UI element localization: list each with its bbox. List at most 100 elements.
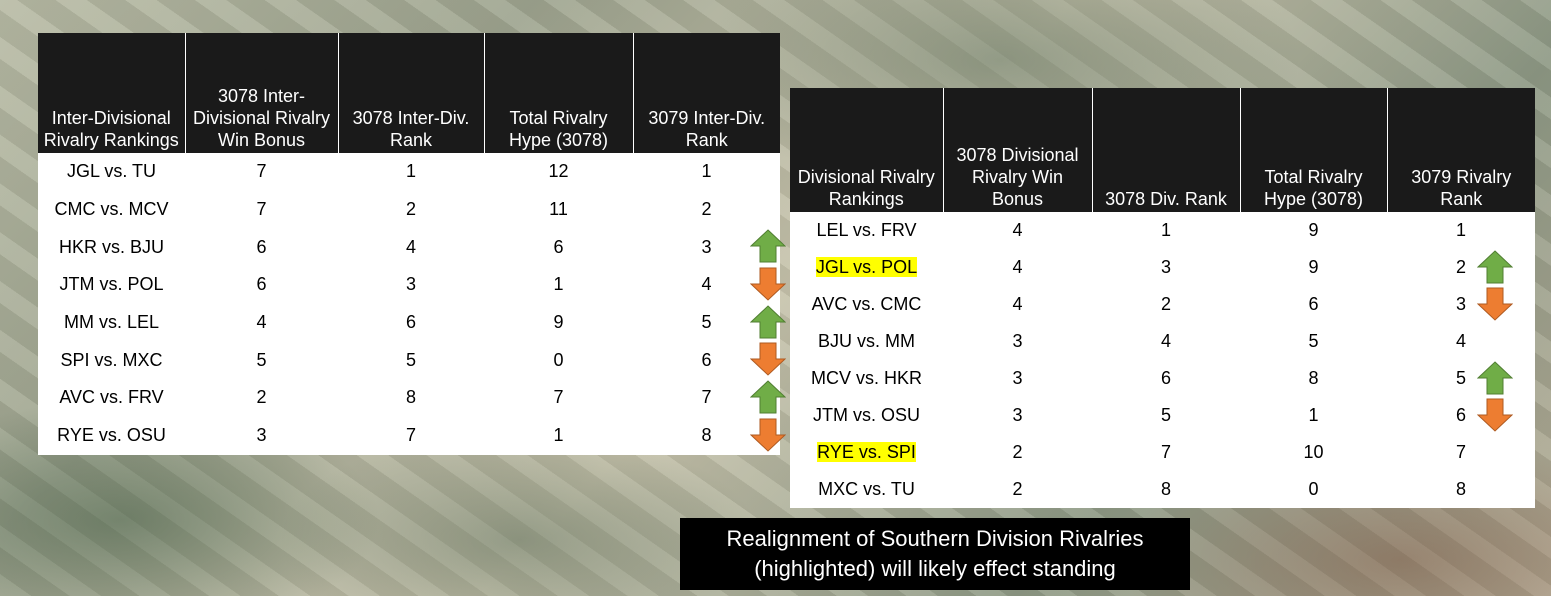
table-cell: AVC vs. FRV: [38, 379, 185, 417]
highlighted-text: RYE vs. SPI: [817, 442, 916, 462]
table-cell: 2: [185, 379, 338, 417]
table-cell: JTM vs. POL: [38, 266, 185, 304]
table-cell: 4: [185, 304, 338, 342]
header-cell: Total Rivalry Hype (3078): [484, 33, 633, 153]
table-cell: 4: [943, 212, 1092, 249]
header-cell: 3078 Inter-Divisional Rivalry Win Bonus: [185, 33, 338, 153]
table-cell: JGL vs. TU: [38, 153, 185, 191]
header-cell: 3079 Rivalry Rank: [1387, 88, 1535, 212]
down-arrow: [750, 342, 786, 376]
table-cell: JTM vs. OSU: [790, 397, 943, 434]
table-cell: 4: [338, 228, 484, 266]
table-cell: 6: [185, 228, 338, 266]
table-cell: 1: [338, 153, 484, 191]
table-cell: 6: [1240, 286, 1387, 323]
table-cell: 8: [338, 379, 484, 417]
table-cell: 6: [185, 266, 338, 304]
slide: Realignment of Southern Division Rivalri…: [0, 0, 1551, 596]
table-cell: 5: [1387, 360, 1535, 397]
up-arrow: [1477, 361, 1513, 395]
highlighted-text: JGL vs. POL: [816, 257, 917, 277]
table-cell: 1: [1240, 397, 1387, 434]
table-cell: 4: [943, 286, 1092, 323]
table-cell: 1: [1387, 212, 1535, 249]
header-cell: 3078 Inter-Div. Rank: [338, 33, 484, 153]
caption: Realignment of Southern Division Rivalri…: [680, 518, 1190, 590]
table-cell: 3: [1092, 249, 1240, 286]
table-cell: 6: [1092, 360, 1240, 397]
table-cell: 0: [1240, 471, 1387, 508]
table-cell: 3: [633, 228, 780, 266]
table-cell: 7: [1387, 434, 1535, 471]
table-cell: 3: [185, 417, 338, 455]
header-cell: 3079 Inter-Div. Rank: [633, 33, 780, 153]
table-cell: 2: [943, 471, 1092, 508]
table-cell: 5: [185, 341, 338, 379]
table-cell: RYE vs. SPI: [790, 434, 943, 471]
header-cell: Divisional Rivalry Rankings: [790, 88, 943, 212]
table-cell: AVC vs. CMC: [790, 286, 943, 323]
up-arrow: [750, 229, 786, 263]
table-cell: 5: [1240, 323, 1387, 360]
table-cell: 10: [1240, 434, 1387, 471]
table-cell: 4: [1092, 323, 1240, 360]
table-cell: MXC vs. TU: [790, 471, 943, 508]
table-cell: CMC vs. MCV: [38, 191, 185, 229]
table-cell: 9: [1240, 212, 1387, 249]
table-cell: 8: [633, 417, 780, 455]
table-cell: 8: [1240, 360, 1387, 397]
down-arrow: [1477, 287, 1513, 321]
table-cell: 3: [943, 323, 1092, 360]
table-cell: 9: [1240, 249, 1387, 286]
up-arrow: [750, 305, 786, 339]
table-cell: 7: [484, 379, 633, 417]
header-cell: 3078 Divisional Rivalry Win Bonus: [943, 88, 1092, 212]
up-arrow: [1477, 250, 1513, 284]
header-cell: 3078 Div. Rank: [1092, 88, 1240, 212]
table-cell: 3: [943, 360, 1092, 397]
table-cell: 2: [1092, 286, 1240, 323]
table-cell: 3: [1387, 286, 1535, 323]
table-cell: 7: [185, 153, 338, 191]
table-cell: 7: [1092, 434, 1240, 471]
table-cell: 1: [1092, 212, 1240, 249]
table-cell: SPI vs. MXC: [38, 341, 185, 379]
table-cell: 2: [338, 191, 484, 229]
table-cell: 7: [185, 191, 338, 229]
down-arrow: [750, 418, 786, 452]
table-cell: 3: [338, 266, 484, 304]
table-cell: 4: [943, 249, 1092, 286]
table-cell: 12: [484, 153, 633, 191]
table-cell: JGL vs. POL: [790, 249, 943, 286]
table-cell: 9: [484, 304, 633, 342]
up-arrow: [750, 380, 786, 414]
table-cell: 1: [484, 266, 633, 304]
table-cell: 4: [1387, 323, 1535, 360]
table-cell: 6: [1387, 397, 1535, 434]
header-cell: Total Rivalry Hype (3078): [1240, 88, 1387, 212]
table-cell: RYE vs. OSU: [38, 417, 185, 455]
table-cell: 3: [943, 397, 1092, 434]
table-cell: 6: [484, 228, 633, 266]
table-cell: 5: [633, 304, 780, 342]
table-cell: 4: [633, 266, 780, 304]
